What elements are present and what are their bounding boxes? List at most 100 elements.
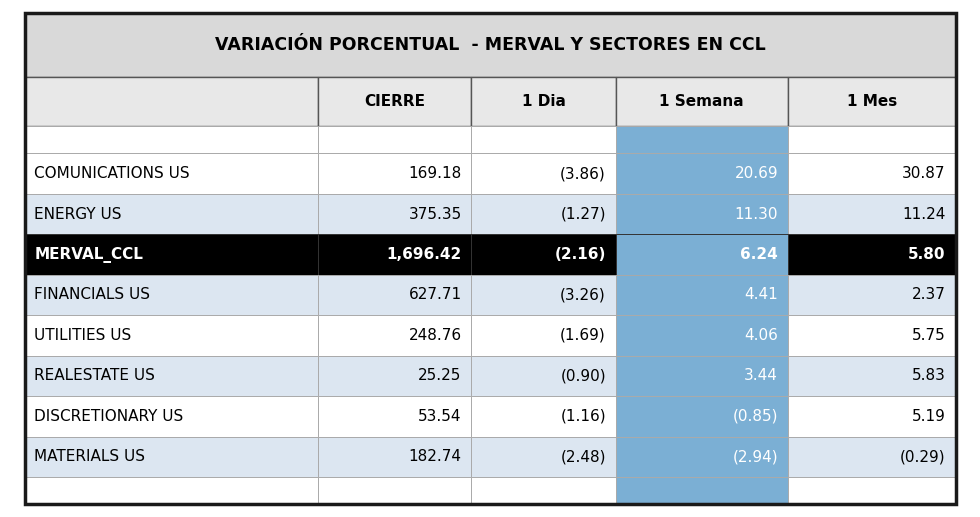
Bar — [318, 275, 471, 315]
Bar — [615, 396, 788, 436]
Text: 375.35: 375.35 — [409, 207, 462, 222]
Bar — [24, 126, 318, 154]
Bar — [788, 126, 956, 154]
Text: 4.06: 4.06 — [744, 328, 778, 343]
Text: 5.83: 5.83 — [911, 369, 946, 384]
Bar — [615, 436, 788, 477]
Text: 1 Mes: 1 Mes — [847, 94, 897, 109]
Bar — [318, 77, 471, 126]
Text: (0.85): (0.85) — [733, 409, 778, 424]
Bar — [24, 154, 318, 194]
Bar — [615, 275, 788, 315]
Bar — [471, 436, 615, 477]
Text: (0.90): (0.90) — [561, 369, 606, 384]
Bar — [471, 315, 615, 356]
Text: MERVAL_CCL: MERVAL_CCL — [34, 247, 143, 263]
Bar — [788, 154, 956, 194]
Text: 1 Dia: 1 Dia — [521, 94, 565, 109]
Text: 5.80: 5.80 — [908, 247, 946, 262]
Bar — [788, 194, 956, 234]
Text: 11.24: 11.24 — [903, 207, 946, 222]
Text: 1 Semana: 1 Semana — [660, 94, 744, 109]
Text: 248.76: 248.76 — [409, 328, 462, 343]
Bar — [471, 77, 615, 126]
Text: DISCRETIONARY US: DISCRETIONARY US — [34, 409, 183, 424]
Bar — [788, 436, 956, 477]
Text: 182.74: 182.74 — [409, 449, 462, 464]
Text: 3.44: 3.44 — [744, 369, 778, 384]
Bar — [471, 356, 615, 396]
Bar — [24, 77, 318, 126]
Text: (2.16): (2.16) — [555, 247, 606, 262]
Bar — [615, 154, 788, 194]
Text: 30.87: 30.87 — [903, 166, 946, 181]
Text: 11.30: 11.30 — [735, 207, 778, 222]
Bar — [471, 396, 615, 436]
Text: (1.27): (1.27) — [561, 207, 606, 222]
Bar — [615, 315, 788, 356]
Bar — [788, 234, 956, 275]
Bar — [24, 396, 318, 436]
Bar — [318, 477, 471, 504]
Text: (2.48): (2.48) — [561, 449, 606, 464]
Bar — [615, 356, 788, 396]
Bar — [788, 275, 956, 315]
Bar — [615, 194, 788, 234]
Text: 627.71: 627.71 — [409, 287, 462, 302]
Text: (1.69): (1.69) — [561, 328, 606, 343]
Bar — [24, 356, 318, 396]
Text: UTILITIES US: UTILITIES US — [34, 328, 131, 343]
Bar — [318, 126, 471, 154]
Bar — [471, 194, 615, 234]
Bar — [24, 13, 956, 77]
Text: FINANCIALS US: FINANCIALS US — [34, 287, 150, 302]
Text: 4.41: 4.41 — [745, 287, 778, 302]
Text: REALESTATE US: REALESTATE US — [34, 369, 155, 384]
Bar — [24, 275, 318, 315]
Text: (3.86): (3.86) — [561, 166, 606, 181]
Bar — [318, 436, 471, 477]
Text: 169.18: 169.18 — [409, 166, 462, 181]
Text: (2.94): (2.94) — [732, 449, 778, 464]
Bar — [318, 315, 471, 356]
Bar — [24, 315, 318, 356]
Text: ENERGY US: ENERGY US — [34, 207, 122, 222]
Text: 5.19: 5.19 — [911, 409, 946, 424]
Bar — [471, 126, 615, 154]
Bar — [471, 234, 615, 275]
Bar — [318, 356, 471, 396]
Bar — [788, 477, 956, 504]
Bar — [471, 275, 615, 315]
Bar — [788, 396, 956, 436]
Text: CIERRE: CIERRE — [365, 94, 425, 109]
Text: 6.24: 6.24 — [740, 247, 778, 262]
Bar — [24, 234, 318, 275]
Bar — [788, 356, 956, 396]
Text: 25.25: 25.25 — [418, 369, 462, 384]
Bar — [24, 194, 318, 234]
Bar — [471, 477, 615, 504]
Text: 2.37: 2.37 — [911, 287, 946, 302]
Bar — [788, 315, 956, 356]
Bar — [24, 436, 318, 477]
Text: 5.75: 5.75 — [912, 328, 946, 343]
Text: (1.16): (1.16) — [561, 409, 606, 424]
Text: 53.54: 53.54 — [418, 409, 462, 424]
Bar — [471, 154, 615, 194]
Bar — [24, 477, 318, 504]
Text: (0.29): (0.29) — [900, 449, 946, 464]
Text: 20.69: 20.69 — [734, 166, 778, 181]
Bar — [318, 396, 471, 436]
Bar — [615, 477, 788, 504]
Bar — [318, 194, 471, 234]
Text: COMUNICATIONS US: COMUNICATIONS US — [34, 166, 190, 181]
Bar — [615, 234, 788, 275]
Bar — [318, 154, 471, 194]
Text: (3.26): (3.26) — [561, 287, 606, 302]
Text: VARIACIÓN PORCENTUAL  - MERVAL Y SECTORES EN CCL: VARIACIÓN PORCENTUAL - MERVAL Y SECTORES… — [215, 36, 765, 54]
Text: 1,696.42: 1,696.42 — [386, 247, 462, 262]
Text: MATERIALS US: MATERIALS US — [34, 449, 145, 464]
Bar — [615, 126, 788, 154]
Bar — [615, 77, 788, 126]
Bar — [318, 234, 471, 275]
